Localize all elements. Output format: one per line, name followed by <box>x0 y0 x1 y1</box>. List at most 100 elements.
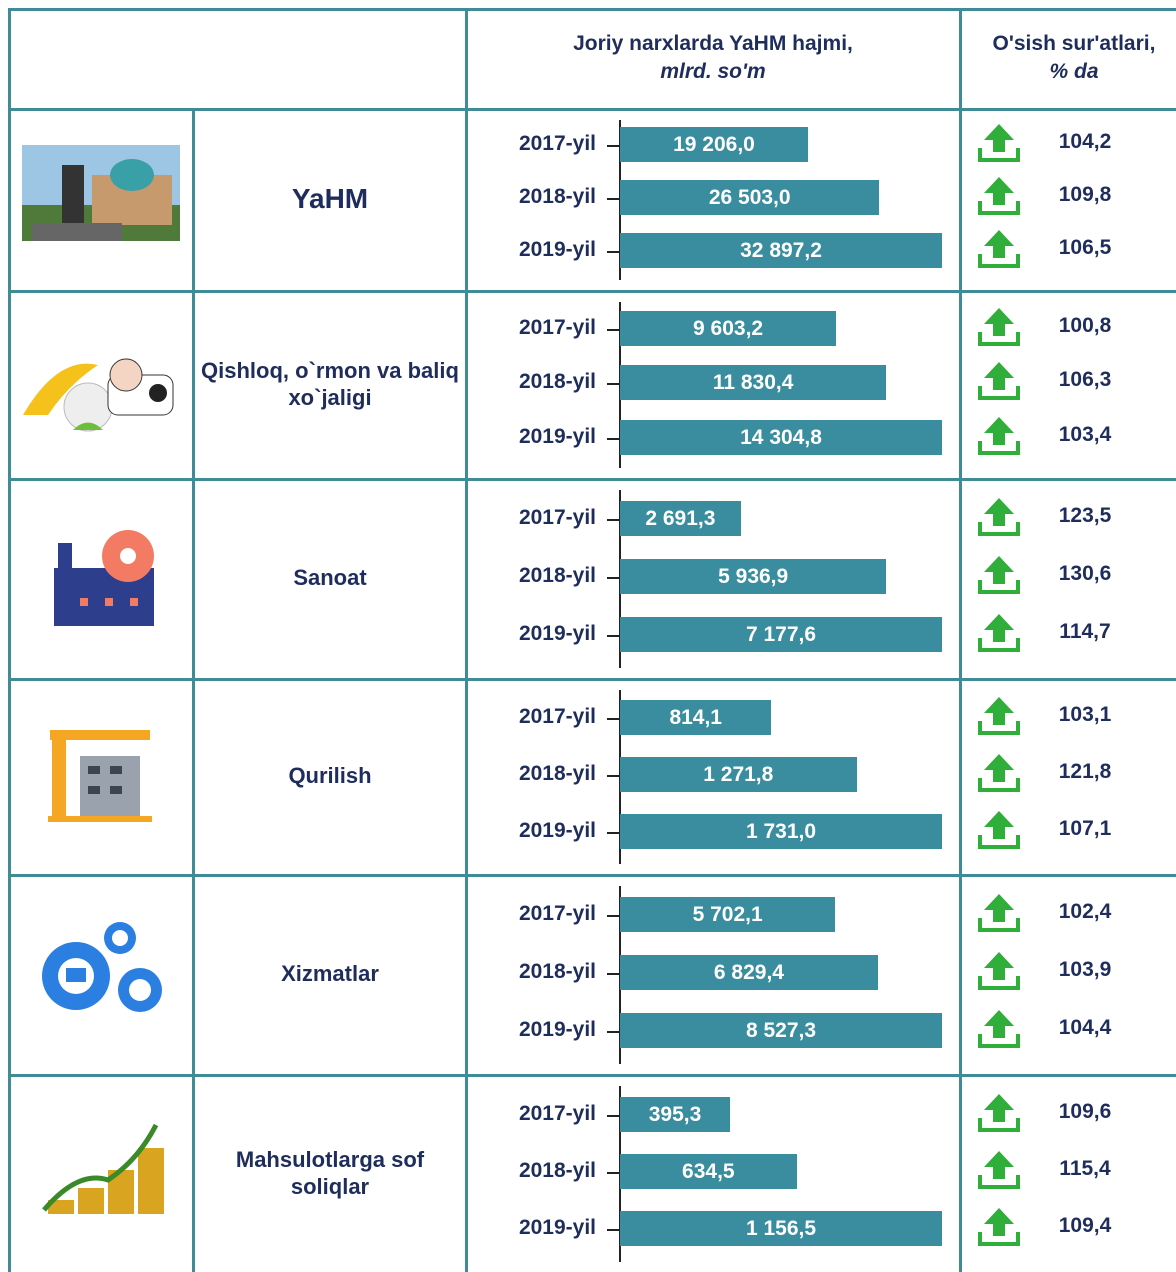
header-text: O'sish sur'atlari, <box>993 32 1156 55</box>
growth-rate: 121,8 <box>1040 760 1130 784</box>
growth-arrow <box>976 1008 1022 1050</box>
growth-rate: 114,7 <box>1040 620 1130 644</box>
value-label: 7 177,6 <box>620 617 942 652</box>
growth-arrow <box>976 1206 1022 1248</box>
icon-services <box>36 918 166 1018</box>
bar: 9 603,2 <box>620 311 836 346</box>
tick-mark <box>607 832 619 834</box>
year-label: 2019-yil <box>486 1018 596 1042</box>
growth-arrow <box>976 228 1022 270</box>
growth-arrow <box>976 306 1022 348</box>
growth-arrow <box>976 612 1022 654</box>
border <box>8 1074 1176 1077</box>
bar: 395,3 <box>620 1097 730 1132</box>
infographic: Joriy narxlarda YaHM hajmi,mlrd. so'm O'… <box>0 0 1176 1272</box>
bar: 814,1 <box>620 700 771 735</box>
value-label: 1 271,8 <box>620 757 857 792</box>
tick-mark <box>607 1115 619 1117</box>
growth-rate: 106,3 <box>1040 368 1130 392</box>
growth-arrow <box>976 892 1022 934</box>
bar: 26 503,0 <box>620 180 879 215</box>
year-label: 2017-yil <box>486 705 596 729</box>
growth-arrow <box>976 175 1022 217</box>
border <box>192 1074 195 1272</box>
row-label: Xizmatlar <box>196 960 464 987</box>
growth-arrow <box>976 695 1022 737</box>
growth-rate: 109,4 <box>1040 1214 1130 1238</box>
icon-taxes <box>38 1120 178 1220</box>
tick-mark <box>607 577 619 579</box>
border <box>8 678 1176 681</box>
row-label: Mahsulotlarga sof soliqlar <box>196 1146 464 1200</box>
row-label: Sanoat <box>196 564 464 591</box>
bar: 1 156,5 <box>620 1211 942 1246</box>
value-label: 634,5 <box>620 1154 797 1189</box>
value-label: 1 731,0 <box>620 814 942 849</box>
tick-mark <box>607 329 619 331</box>
border <box>8 874 1176 877</box>
value-label: 814,1 <box>620 700 771 735</box>
value-label: 1 156,5 <box>620 1211 942 1246</box>
row-label: Qishloq, o`rmon va baliq xo`jaligi <box>196 357 464 411</box>
year-label: 2019-yil <box>486 238 596 262</box>
year-label: 2019-yil <box>486 819 596 843</box>
tick-mark <box>607 1031 619 1033</box>
bar: 6 829,4 <box>620 955 878 990</box>
growth-arrow <box>976 809 1022 851</box>
icon-industry <box>50 528 160 628</box>
year-label: 2018-yil <box>486 1159 596 1183</box>
value-label: 32 897,2 <box>620 233 942 268</box>
growth-arrow <box>976 950 1022 992</box>
growth-rate: 102,4 <box>1040 900 1130 924</box>
bar: 7 177,6 <box>620 617 942 652</box>
bar: 8 527,3 <box>620 1013 942 1048</box>
value-label: 9 603,2 <box>620 311 836 346</box>
border <box>192 678 195 874</box>
border <box>192 290 195 478</box>
growth-rate: 104,4 <box>1040 1016 1130 1040</box>
tick-mark <box>607 718 619 720</box>
year-label: 2018-yil <box>486 762 596 786</box>
value-label: 6 829,4 <box>620 955 878 990</box>
tick-mark <box>607 775 619 777</box>
year-label: 2017-yil <box>486 132 596 156</box>
row-label: YaHM <box>196 185 464 212</box>
bar: 19 206,0 <box>620 127 808 162</box>
year-label: 2017-yil <box>486 316 596 340</box>
tick-mark <box>607 1229 619 1231</box>
bar: 14 304,8 <box>620 420 942 455</box>
value-label: 26 503,0 <box>620 180 879 215</box>
value-label: 8 527,3 <box>620 1013 942 1048</box>
growth-rate: 115,4 <box>1040 1157 1130 1181</box>
growth-rate: 109,6 <box>1040 1100 1130 1124</box>
year-label: 2018-yil <box>486 960 596 984</box>
icon-construction <box>48 726 154 822</box>
growth-arrow <box>976 122 1022 164</box>
icon-monument <box>22 145 180 241</box>
growth-rate: 123,5 <box>1040 504 1130 528</box>
bar: 1 271,8 <box>620 757 857 792</box>
growth-rate: 103,1 <box>1040 703 1130 727</box>
growth-rate: 103,9 <box>1040 958 1130 982</box>
value-label: 11 830,4 <box>620 365 886 400</box>
tick-mark <box>607 973 619 975</box>
tick-mark <box>607 251 619 253</box>
value-label: 395,3 <box>620 1097 730 1132</box>
tick-mark <box>607 915 619 917</box>
value-label: 2 691,3 <box>620 501 741 536</box>
tick-mark <box>607 519 619 521</box>
year-label: 2019-yil <box>486 425 596 449</box>
growth-arrow <box>976 360 1022 402</box>
tick-mark <box>607 198 619 200</box>
bar: 2 691,3 <box>620 501 741 536</box>
growth-arrow <box>976 1149 1022 1191</box>
bar: 11 830,4 <box>620 365 886 400</box>
row-label: Qurilish <box>196 762 464 789</box>
header-volume: Joriy narxlarda YaHM hajmi,mlrd. so'm <box>468 30 958 86</box>
growth-rate: 103,4 <box>1040 423 1130 447</box>
year-label: 2017-yil <box>486 506 596 530</box>
header-growth: O'sish sur'atlari, % da <box>962 30 1176 86</box>
growth-rate: 104,2 <box>1040 130 1130 154</box>
header-unit: % da <box>962 58 1176 86</box>
border <box>8 8 11 1272</box>
